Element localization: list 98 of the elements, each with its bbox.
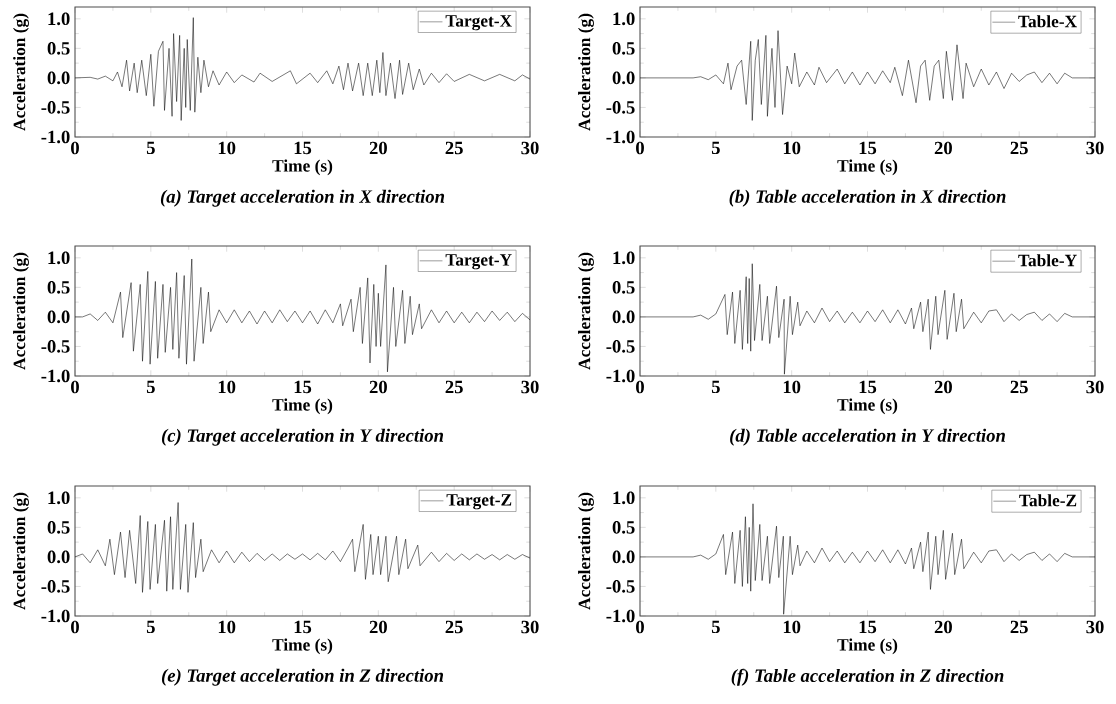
- y-tick-label: -0.5: [41, 580, 70, 593]
- x-tick-label: 15: [859, 620, 877, 634]
- text: (c) Target acceleration in Y direction: [161, 428, 444, 446]
- y-tick-label: -1.0: [41, 130, 70, 144]
- y-tick-label: 0.0: [47, 550, 70, 564]
- y-axis-title: Acceleration (g): [578, 13, 594, 131]
- y-tick-label: 0.0: [612, 71, 635, 85]
- text: Table-Y: [1018, 254, 1077, 267]
- x-tick-label: 30: [521, 141, 539, 155]
- y-tick-label: -0.5: [606, 101, 635, 114]
- x-tick-label: 5: [711, 620, 720, 634]
- x-tick-label: 25: [445, 380, 463, 394]
- x-tick-label: 30: [1086, 141, 1104, 155]
- y-tick-label: 1.0: [48, 251, 70, 265]
- x-tick-label: 5: [146, 141, 155, 155]
- y-axis-title: Acceleration (g): [578, 492, 594, 610]
- text: Table-Z: [1019, 494, 1077, 507]
- y-tick-label: 1.0: [48, 12, 70, 26]
- x-tick-label: 0: [636, 620, 644, 634]
- x-tick-label: 10: [783, 141, 801, 155]
- line-series: [75, 17, 531, 121]
- x-tick-label: 25: [1010, 380, 1028, 394]
- y-tick-label: 0.5: [612, 42, 635, 55]
- y-axis-title: Acceleration (g): [13, 252, 29, 370]
- y-axis-title: Acceleration (g): [13, 492, 29, 610]
- x-tick-label: 15: [294, 380, 312, 394]
- y-axis-title: Acceleration (g): [13, 13, 29, 131]
- x-tick-label: 0: [71, 380, 79, 394]
- text: (f) Table acceleration in Z direction: [731, 668, 1004, 686]
- x-tick-label: 5: [711, 141, 720, 155]
- y-tick-label: 1.0: [613, 491, 635, 505]
- x-tick-label: 20: [369, 141, 387, 155]
- x-tick-label: 10: [783, 620, 801, 634]
- x-tick-label: 20: [934, 141, 952, 155]
- legend-label: Target-X: [445, 15, 512, 31]
- x-tick-label: 5: [711, 380, 720, 394]
- x-tick-label: 10: [218, 620, 236, 634]
- x-tick-label: 20: [369, 620, 387, 634]
- y-tick-label: 0.0: [47, 71, 70, 85]
- y-tick-label: 0.5: [612, 281, 635, 294]
- y-tick-label: -1.0: [41, 369, 70, 383]
- y-tick-label: -1.0: [606, 609, 635, 623]
- x-tick-label: 20: [934, 380, 952, 394]
- y-tick-label: -1.0: [606, 130, 635, 144]
- y-tick-label: -0.5: [41, 340, 70, 353]
- y-axis-title: Acceleration (g): [578, 252, 594, 370]
- y-tick-label: -1.0: [41, 609, 70, 623]
- y-tick-label: -0.5: [606, 580, 635, 593]
- x-tick-label: 25: [445, 620, 463, 634]
- x-tick-label: 15: [859, 380, 877, 394]
- x-tick-label: 30: [521, 620, 539, 634]
- text: (b) Table acceleration in X direction: [729, 189, 1006, 207]
- x-tick-label: 25: [1010, 620, 1028, 634]
- x-tick-label: 30: [521, 380, 539, 394]
- x-axis-title: Time (s): [272, 159, 333, 176]
- x-tick-label: 10: [783, 380, 801, 394]
- x-tick-label: 25: [445, 141, 463, 155]
- x-tick-label: 0: [71, 620, 79, 634]
- line-series: [640, 30, 1096, 121]
- y-tick-label: 0.5: [612, 521, 635, 534]
- x-tick-label: 5: [146, 380, 155, 394]
- legend-label: Target-Y: [445, 254, 512, 270]
- x-axis-title: Time (s): [272, 638, 333, 655]
- x-tick-label: 5: [146, 620, 155, 634]
- y-tick-label: 1.0: [613, 251, 635, 265]
- x-axis-title: Time (s): [837, 398, 898, 415]
- text: Table-X: [1018, 15, 1077, 28]
- text: (d) Table acceleration in Y direction: [730, 428, 1005, 446]
- y-tick-label: 0.5: [47, 521, 70, 534]
- x-tick-label: 10: [218, 141, 236, 155]
- x-tick-label: 20: [369, 380, 387, 394]
- x-axis-title: Time (s): [837, 159, 898, 176]
- x-tick-label: 25: [1010, 141, 1028, 155]
- y-tick-label: 0.0: [612, 550, 635, 564]
- x-tick-label: 0: [71, 141, 79, 155]
- y-tick-label: 1.0: [48, 491, 70, 505]
- x-tick-label: 0: [636, 380, 644, 394]
- y-tick-label: -1.0: [606, 369, 635, 383]
- x-tick-label: 15: [859, 141, 877, 155]
- x-axis-title: Time (s): [837, 638, 898, 655]
- x-tick-label: 20: [934, 620, 952, 634]
- y-tick-label: -0.5: [606, 340, 635, 353]
- x-tick-label: 15: [294, 141, 312, 155]
- y-tick-label: 0.0: [47, 310, 70, 324]
- text: (a) Target acceleration in X direction: [160, 189, 445, 207]
- x-tick-label: 30: [1086, 620, 1104, 634]
- x-tick-label: 10: [218, 380, 236, 394]
- x-axis-title: Time (s): [272, 398, 333, 415]
- y-tick-label: -0.5: [41, 101, 70, 114]
- x-tick-label: 30: [1086, 380, 1104, 394]
- x-tick-label: 15: [294, 620, 312, 634]
- text: (e) Target acceleration in Z direction: [161, 668, 444, 686]
- x-tick-label: 0: [636, 141, 644, 155]
- legend-label: Target-Z: [446, 494, 512, 510]
- y-tick-label: 0.0: [612, 310, 635, 324]
- y-tick-label: 0.5: [47, 42, 70, 55]
- y-tick-label: 0.5: [47, 281, 70, 294]
- y-tick-label: 1.0: [613, 12, 635, 26]
